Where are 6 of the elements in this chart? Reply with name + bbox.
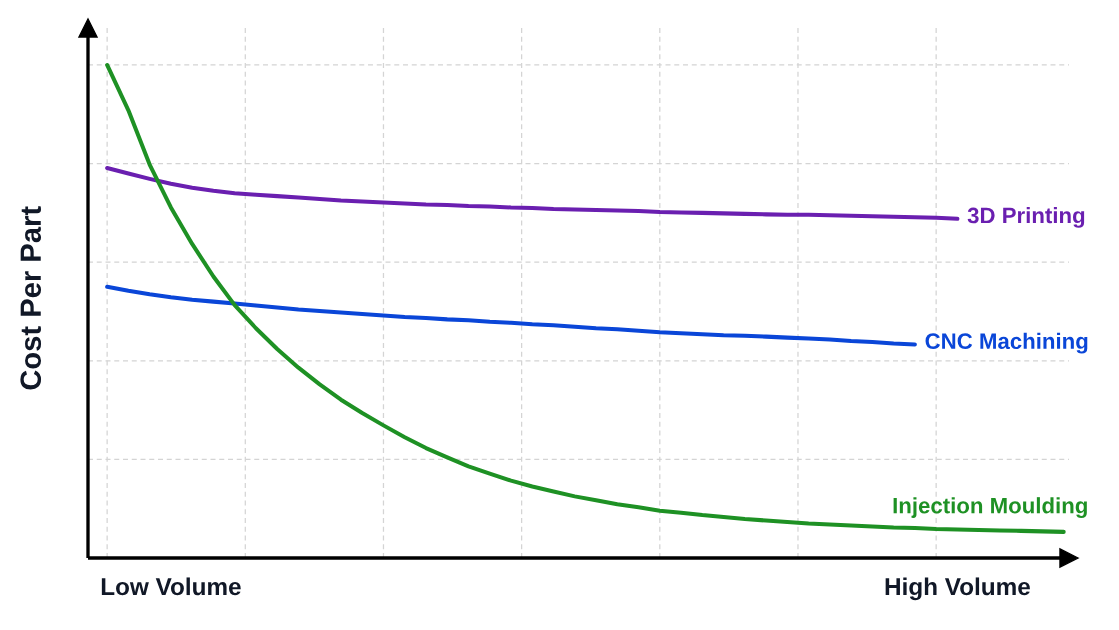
series-label: CNC Machining [925, 332, 1088, 354]
x-tick-label: High Volume [885, 577, 1030, 601]
x-tick-label: Low Volume [101, 577, 241, 596]
series-label: Injection Moulding [893, 497, 1087, 518]
series-label: 3D Printing [967, 207, 1085, 228]
y-axis-title: Cost Per Part [20, 206, 42, 390]
